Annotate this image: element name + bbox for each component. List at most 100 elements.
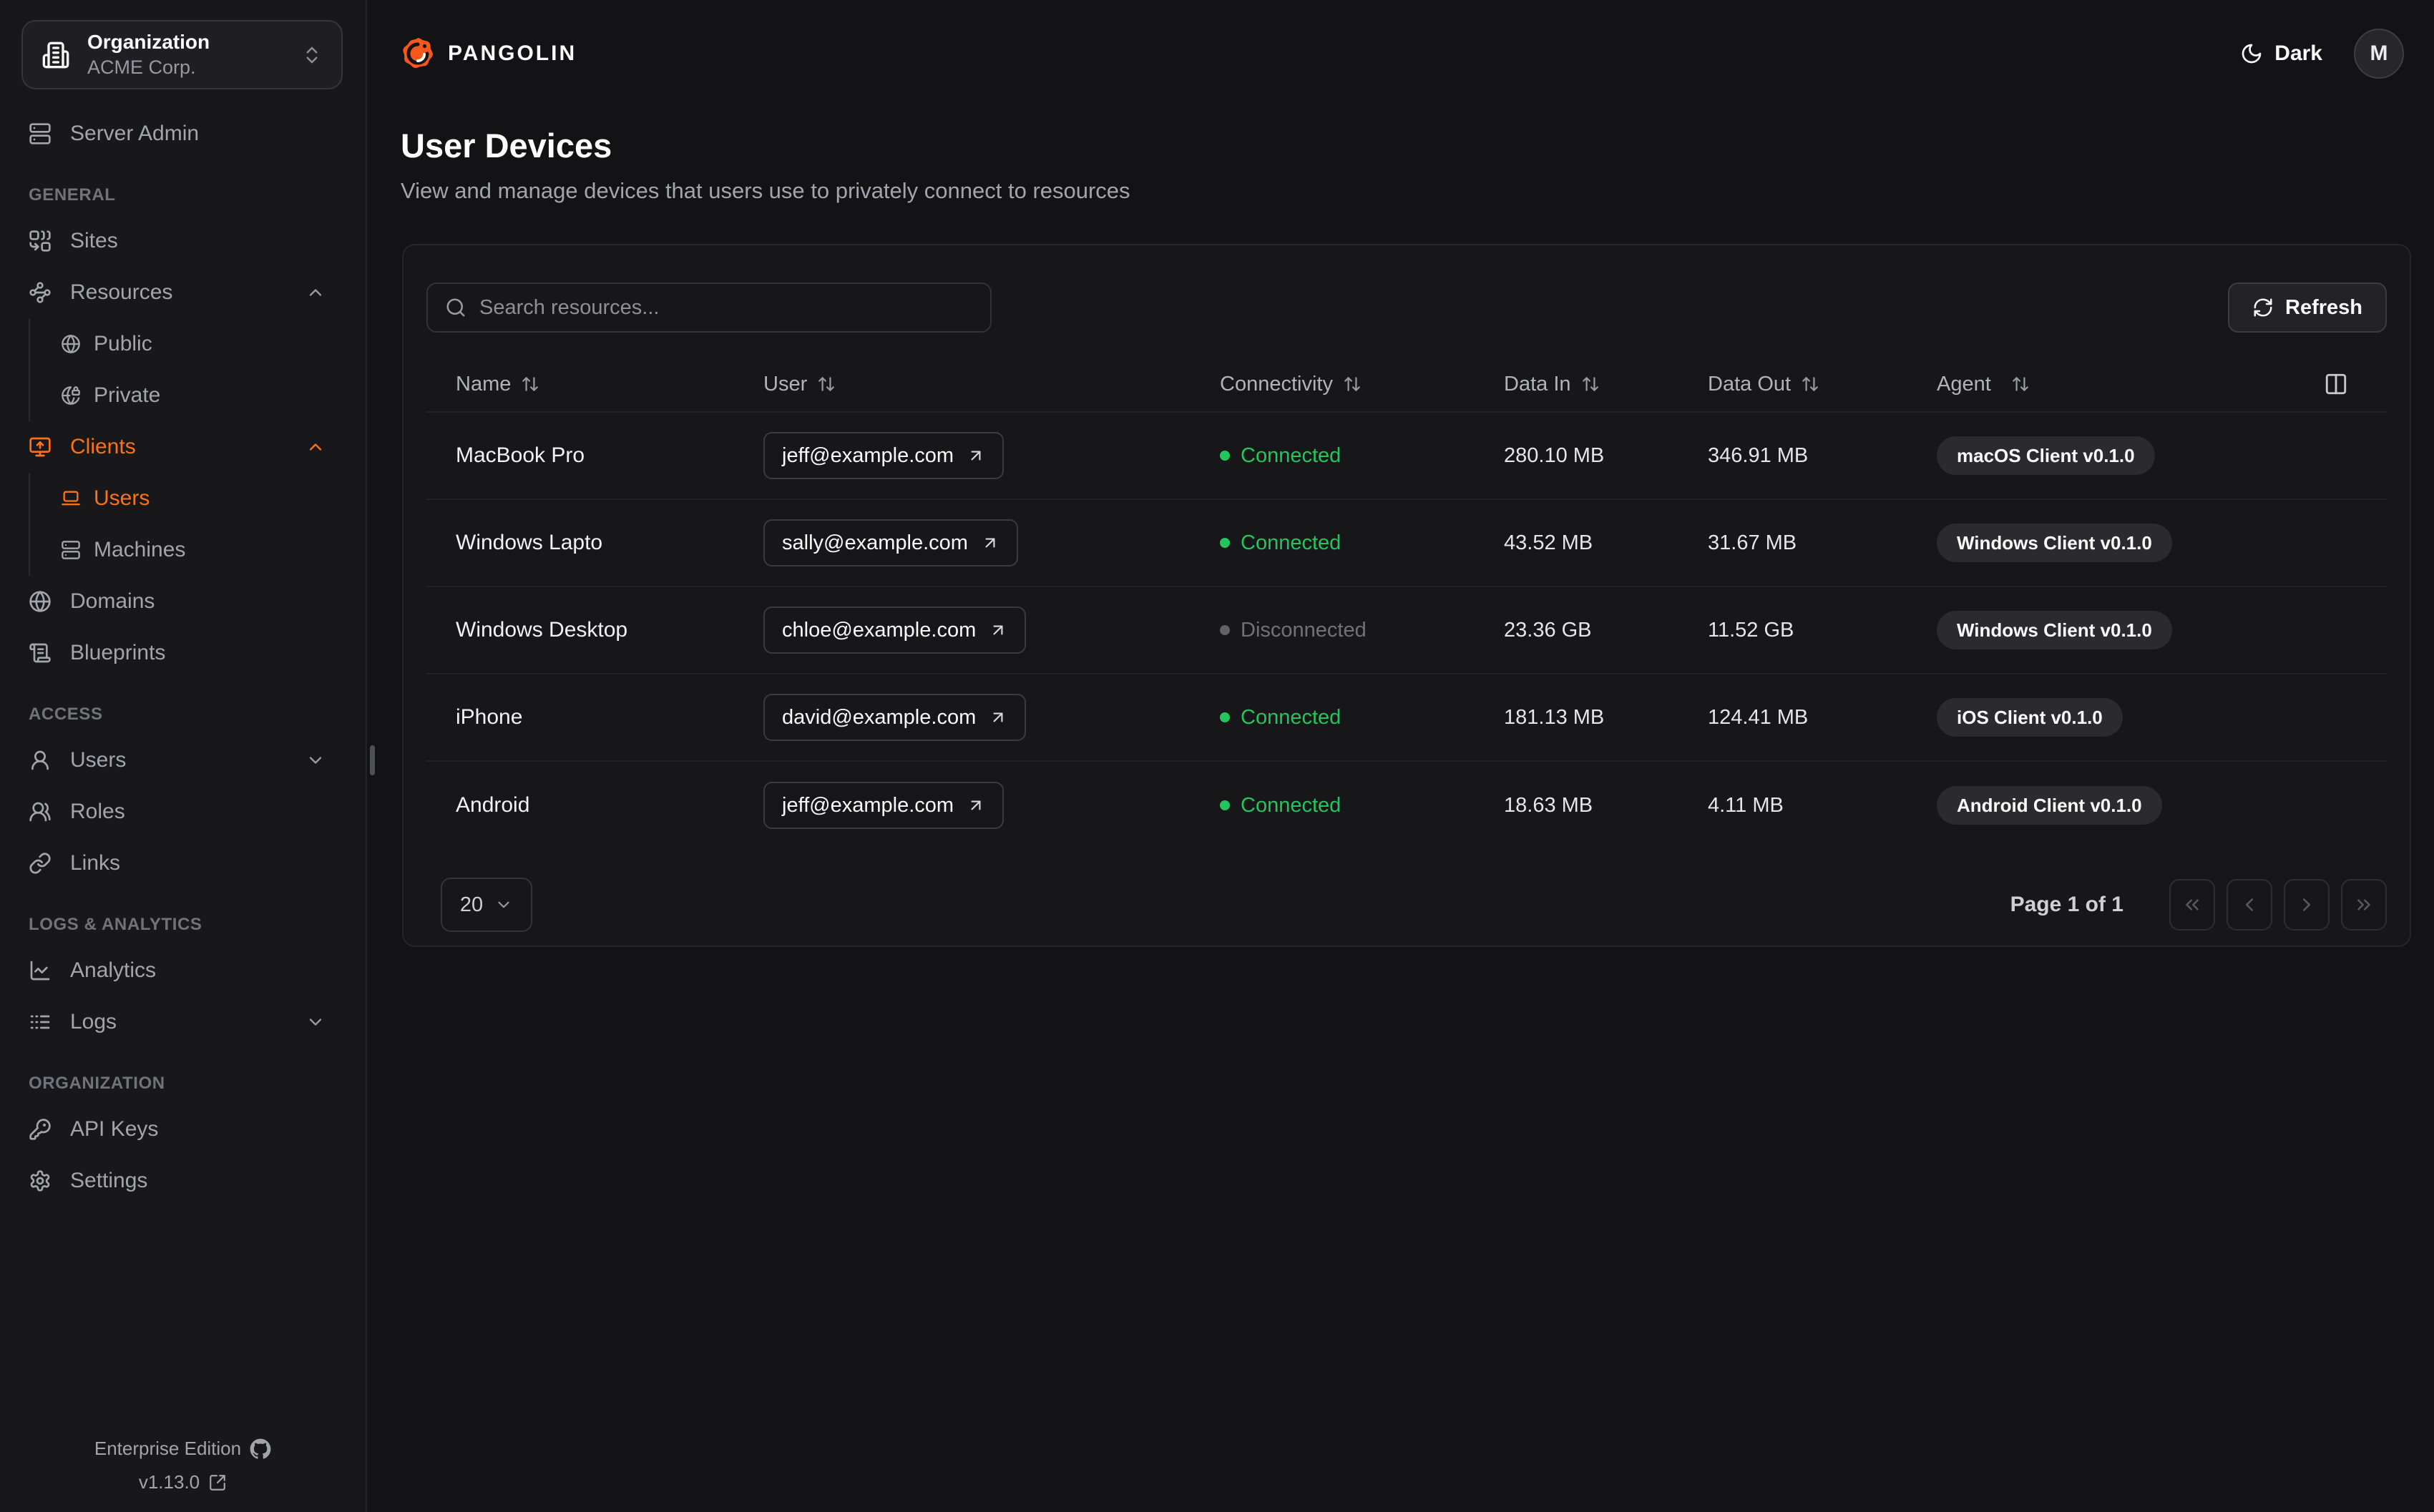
globe-icon xyxy=(62,335,80,353)
first-page-button[interactable] xyxy=(2169,879,2215,931)
page-size-select[interactable]: 20 xyxy=(441,878,532,932)
arrow-up-right-icon xyxy=(967,796,985,815)
column-header-user[interactable]: User xyxy=(763,373,1220,396)
column-header-data-out[interactable]: Data Out xyxy=(1708,373,1937,396)
sidebar-item-label: Domains xyxy=(70,589,155,613)
section-label-general: GENERAL xyxy=(29,185,116,205)
column-header-connectivity[interactable]: Connectivity xyxy=(1220,373,1504,396)
sidebar-item-links[interactable]: Links xyxy=(0,838,366,889)
data-out-value: 11.52 GB xyxy=(1708,618,1794,642)
sidebar-item-public[interactable]: Public xyxy=(30,318,366,370)
sidebar-item-label: Analytics xyxy=(70,958,157,982)
users-icon xyxy=(29,802,51,822)
pager-right: Page 1 of 1 xyxy=(2010,879,2387,931)
data-out-value: 31.67 MB xyxy=(1708,531,1797,554)
organization-value: ACME Corp. xyxy=(87,57,196,78)
data-out-value: 4.11 MB xyxy=(1708,793,1784,817)
pager-buttons xyxy=(2169,879,2387,931)
column-header-name[interactable]: Name xyxy=(456,373,763,396)
gear-icon xyxy=(30,1170,50,1192)
sidebar-item-blueprints[interactable]: Blueprints xyxy=(0,627,366,679)
next-page-button[interactable] xyxy=(2284,879,2330,931)
user-link-button[interactable]: sally@example.com xyxy=(763,519,1018,566)
agent-badge: Windows Client v0.1.0 xyxy=(1937,524,2172,562)
theme-toggle[interactable]: Dark xyxy=(2240,41,2322,66)
sidebar-item-resources[interactable]: Resources xyxy=(0,267,366,318)
connectivity-status: Connected xyxy=(1220,794,1504,818)
card-toolbar: Refresh xyxy=(426,283,2387,333)
device-name: Windows Desktop xyxy=(456,618,628,642)
link-icon xyxy=(29,853,51,874)
user-link-button[interactable]: chloe@example.com xyxy=(763,607,1027,654)
edition-line[interactable]: Enterprise Edition xyxy=(0,1438,366,1460)
sidebar-item-analytics[interactable]: Analytics xyxy=(0,945,366,996)
sidebar-item-label: Users xyxy=(70,748,127,772)
sidebar-item-label: Users xyxy=(94,486,150,510)
arrow-up-right-icon xyxy=(989,621,1007,639)
agent-badge: macOS Client v0.1.0 xyxy=(1937,436,2155,475)
sidebar-item-label: Settings xyxy=(70,1169,148,1192)
sidebar-item-api-keys[interactable]: API Keys xyxy=(0,1104,366,1155)
sidebar-item-clients[interactable]: Clients xyxy=(0,421,366,473)
column-header-data-in[interactable]: Data In xyxy=(1504,373,1708,396)
building-icon xyxy=(42,41,69,68)
column-visibility-button[interactable] xyxy=(2324,372,2348,396)
search-input[interactable] xyxy=(479,295,973,320)
avatar[interactable]: M xyxy=(2354,29,2404,79)
main-area: PANGOLIN Dark M User Devices View and ma… xyxy=(367,0,2434,1512)
sidebar-item-private[interactable]: Private xyxy=(30,370,366,421)
refresh-button[interactable]: Refresh xyxy=(2228,283,2387,333)
sidebar-item-label: Roles xyxy=(70,800,125,823)
sort-icon xyxy=(2012,377,2028,391)
sidebar-item-logs[interactable]: Logs xyxy=(0,996,366,1048)
sidebar-item-users[interactable]: Users xyxy=(0,735,366,786)
chevron-right-icon xyxy=(2303,898,2310,911)
refresh-icon xyxy=(2254,298,2272,317)
sidebar-item-domains[interactable]: Domains xyxy=(0,576,366,627)
previous-page-button[interactable] xyxy=(2227,879,2272,931)
organization-selector[interactable]: Organization ACME Corp. xyxy=(21,20,343,89)
chevron-left-icon xyxy=(2246,898,2253,911)
sidebar-item-settings[interactable]: Settings xyxy=(0,1155,366,1207)
user-icon xyxy=(31,750,49,770)
page-title: User Devices xyxy=(401,127,612,165)
data-out-value: 124.41 MB xyxy=(1708,705,1809,729)
sidebar-item-label: API Keys xyxy=(70,1117,159,1141)
connectivity-status: Disconnected xyxy=(1220,619,1504,642)
organization-label: Organization xyxy=(87,31,210,53)
user-link-button[interactable]: jeff@example.com xyxy=(763,782,1005,829)
user-link-button[interactable]: jeff@example.com xyxy=(763,432,1005,479)
devices-table: Name User Connectivity Data In xyxy=(426,357,2387,849)
user-link-button[interactable]: david@example.com xyxy=(763,694,1027,741)
devices-card: Refresh Name User Connectivity xyxy=(402,244,2411,947)
data-in-value: 18.63 MB xyxy=(1504,793,1593,817)
topbar: PANGOLIN Dark M xyxy=(367,0,2434,107)
chevron-down-icon xyxy=(498,901,509,908)
sidebar-nav: Server Admin GENERAL Sites Resources Pub… xyxy=(0,89,366,1426)
sidebar-item-label: Logs xyxy=(70,1010,117,1034)
sidebar-item-clients-users[interactable]: Users xyxy=(30,473,366,524)
sidebar-item-sites[interactable]: Sites xyxy=(0,215,366,267)
device-name: iPhone xyxy=(456,705,523,729)
column-header-agent[interactable]: Agent xyxy=(1937,372,2387,396)
sidebar-resize-handle[interactable] xyxy=(370,745,375,775)
page-head: User Devices View and manage devices tha… xyxy=(367,126,2434,204)
chart-line-icon xyxy=(30,961,50,981)
brand[interactable]: PANGOLIN xyxy=(401,36,577,71)
data-in-value: 23.36 GB xyxy=(1504,618,1592,642)
sort-icon xyxy=(1344,377,1360,391)
table-row: MacBook Pro jeff@example.com Connected 2… xyxy=(426,413,2387,500)
data-in-value: 43.52 MB xyxy=(1504,531,1593,554)
agent-badge: Windows Client v0.1.0 xyxy=(1937,611,2172,649)
version-line[interactable]: v1.13.0 xyxy=(0,1471,366,1493)
last-page-button[interactable] xyxy=(2341,879,2387,931)
arrow-up-right-icon xyxy=(967,446,985,465)
pangolin-logo-icon xyxy=(403,38,433,69)
sidebar-item-roles[interactable]: Roles xyxy=(0,786,366,838)
sidebar-item-server-admin[interactable]: Server Admin xyxy=(0,108,366,159)
sidebar-item-machines[interactable]: Machines xyxy=(30,524,366,576)
server-icon xyxy=(62,541,80,559)
connectivity-status: Connected xyxy=(1220,444,1504,468)
columns-icon xyxy=(2325,373,2347,395)
